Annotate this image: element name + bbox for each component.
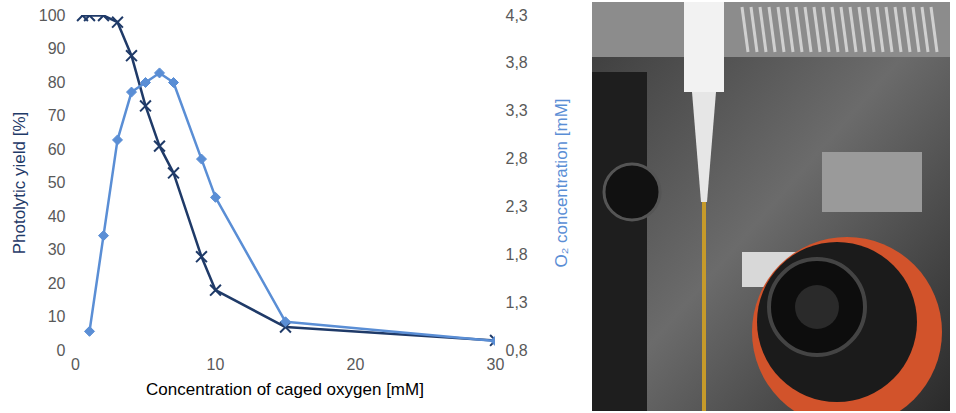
svg-text:30: 30 <box>487 356 505 373</box>
svg-text:20: 20 <box>48 275 66 292</box>
svg-text:100: 100 <box>39 7 66 24</box>
svg-text:90: 90 <box>48 40 66 57</box>
html-text:Concentration of caged oxygen: Concentration of caged oxygen [mM] <box>146 380 424 399</box>
svg-text:20: 20 <box>347 356 365 373</box>
svg-text:2,8: 2,8 <box>506 150 528 167</box>
html-text:Photolytic yield [%]: Photolytic yield [%] <box>10 111 29 254</box>
svg-text:2,3: 2,3 <box>506 198 528 215</box>
svg-text:10: 10 <box>48 308 66 325</box>
html-text:O₂ concentration [mM]: O₂ concentration [mM] <box>552 97 571 268</box>
svg-text:0: 0 <box>71 356 80 373</box>
svg-text:60: 60 <box>48 141 66 158</box>
svg-text:70: 70 <box>48 107 66 124</box>
svg-text:10: 10 <box>207 356 225 373</box>
svg-text:0: 0 <box>57 342 66 359</box>
svg-text:4,3: 4,3 <box>506 7 528 24</box>
svg-text:1,3: 1,3 <box>506 294 528 311</box>
svg-text:3,8: 3,8 <box>506 54 528 71</box>
svg-text:40: 40 <box>48 208 66 225</box>
svg-text:1,8: 1,8 <box>506 246 528 263</box>
svg-text:30: 30 <box>48 241 66 258</box>
svg-text:80: 80 <box>48 74 66 91</box>
svg-text:3,3: 3,3 <box>506 102 528 119</box>
svg-text:50: 50 <box>48 174 66 191</box>
svg-text:0,8: 0,8 <box>506 342 528 359</box>
